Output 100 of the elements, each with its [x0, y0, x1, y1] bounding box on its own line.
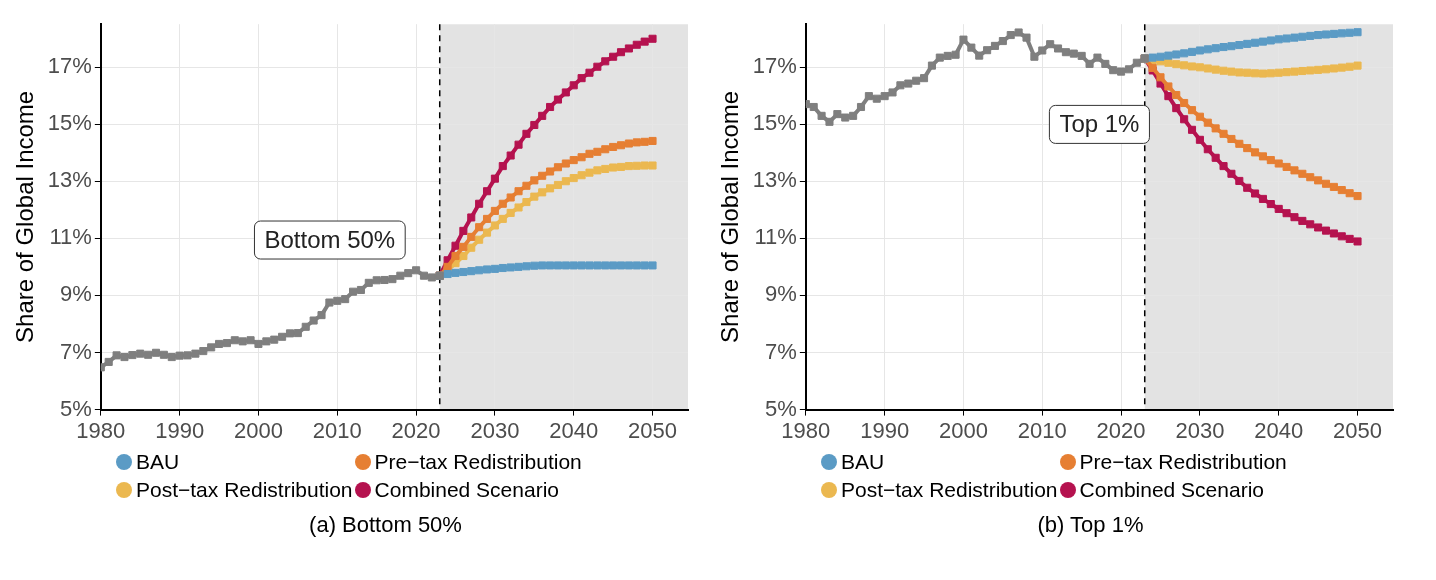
- point: [601, 57, 610, 66]
- point: [538, 111, 547, 120]
- point: [514, 187, 523, 196]
- y-tick-label: 7%: [765, 338, 797, 364]
- point: [538, 188, 547, 197]
- point: [624, 139, 633, 148]
- point: [648, 261, 657, 270]
- point: [191, 349, 200, 358]
- point: [1195, 46, 1204, 55]
- point: [825, 117, 834, 126]
- point: [1353, 28, 1362, 37]
- point: [159, 350, 168, 359]
- point: [530, 176, 539, 185]
- point: [372, 276, 381, 285]
- point: [1345, 234, 1354, 243]
- point: [593, 62, 602, 71]
- point: [1274, 159, 1283, 168]
- point: [975, 51, 984, 60]
- point: [896, 81, 905, 90]
- point: [380, 275, 389, 285]
- point: [112, 351, 121, 360]
- point: [809, 102, 818, 112]
- point: [577, 153, 586, 162]
- point: [427, 273, 436, 282]
- text: (a) Bottom 50%: [308, 512, 463, 538]
- point: [1077, 51, 1086, 60]
- point: [912, 76, 921, 85]
- point: [640, 37, 649, 46]
- point: [238, 337, 247, 346]
- y-axis-title: Share of Global Income: [11, 90, 39, 343]
- point: [1306, 220, 1315, 229]
- x-tick-label: 1990: [860, 417, 910, 443]
- x-tick-label: 2040: [549, 417, 599, 443]
- point: [624, 44, 633, 53]
- point: [1109, 66, 1118, 75]
- y-tick-label: 11%: [754, 224, 797, 250]
- point: [856, 102, 866, 112]
- point: [475, 235, 484, 244]
- point: [1235, 139, 1244, 148]
- x-tick-label: 2050: [628, 417, 678, 443]
- point: [467, 232, 476, 241]
- point: [1266, 200, 1275, 209]
- point: [601, 145, 610, 154]
- point: [1306, 66, 1315, 75]
- point: [1266, 69, 1275, 78]
- point: [553, 180, 562, 189]
- point: [388, 275, 397, 284]
- point: [1337, 232, 1346, 241]
- point: [207, 343, 216, 352]
- point: [1282, 68, 1291, 77]
- point: [1203, 64, 1212, 73]
- point: [1321, 65, 1331, 74]
- point: [1314, 176, 1323, 185]
- point: [1353, 192, 1362, 201]
- point: [616, 261, 626, 270]
- point: [1258, 152, 1267, 161]
- point: [254, 339, 263, 348]
- point: [561, 177, 570, 186]
- point: [1321, 226, 1331, 235]
- point: [1211, 44, 1220, 53]
- point: [1329, 64, 1338, 73]
- legend-label: Combined Scenario: [1079, 478, 1264, 502]
- point: [1337, 186, 1346, 195]
- point: [585, 149, 594, 158]
- point: [553, 95, 562, 104]
- point: [880, 92, 889, 101]
- point: [1164, 92, 1173, 101]
- point: [498, 214, 507, 223]
- point: [1345, 28, 1354, 37]
- point: [561, 159, 570, 168]
- point: [1321, 179, 1331, 188]
- point: [1093, 53, 1102, 62]
- point: [648, 161, 657, 170]
- point: [230, 336, 239, 345]
- point: [364, 278, 373, 287]
- point: [199, 347, 208, 356]
- point: [104, 357, 113, 366]
- point: [482, 214, 492, 223]
- point: [490, 221, 499, 230]
- point: [561, 88, 570, 97]
- point: [538, 171, 547, 180]
- point: [443, 269, 452, 279]
- point: [967, 43, 976, 52]
- point: [1243, 68, 1252, 77]
- point: [920, 74, 929, 83]
- point: [333, 296, 342, 305]
- point: [1219, 66, 1228, 75]
- point: [569, 174, 578, 183]
- point: [412, 266, 421, 275]
- point: [1014, 28, 1023, 37]
- point: [1227, 67, 1236, 76]
- point: [849, 111, 858, 120]
- point: [959, 35, 968, 44]
- point: [522, 129, 531, 138]
- point: [888, 88, 897, 97]
- point: [1274, 204, 1283, 213]
- x-tick-label: 2030: [470, 417, 520, 443]
- y-tick-label: 7%: [60, 338, 92, 364]
- point: [1345, 189, 1354, 198]
- point: [1124, 65, 1134, 74]
